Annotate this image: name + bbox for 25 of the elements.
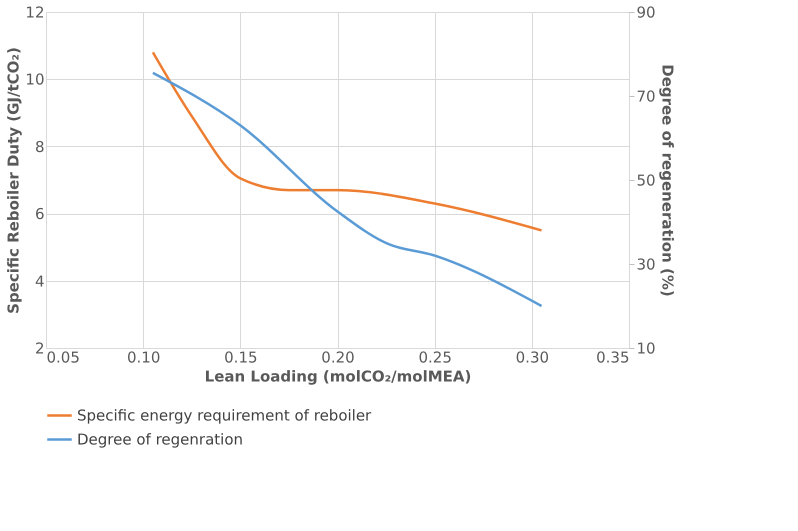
line-series xyxy=(152,51,543,232)
y2-tick-label: 90 xyxy=(636,4,656,22)
y-tick-label: 6 xyxy=(34,205,44,224)
line-series xyxy=(152,72,543,308)
x-tick-label: 0.30 xyxy=(516,348,550,366)
x-tick-label: 0.15 xyxy=(224,348,258,366)
x-axis-title: Lean Loading (molCO₂/molMEA) xyxy=(204,368,472,386)
legend-label: Specific energy requirement of reboiler xyxy=(77,406,372,424)
y2-tick-label: 70 xyxy=(636,88,656,106)
y-tick-label: 4 xyxy=(34,272,44,290)
y-tick-label: 10 xyxy=(25,70,44,89)
y2-tick-label: 50 xyxy=(636,172,656,190)
y2-tick-label: 10 xyxy=(636,340,656,358)
x-tick-label: 0.20 xyxy=(321,348,355,366)
y-tick-label: 12 xyxy=(25,4,44,22)
x-tick-label: 0.10 xyxy=(126,348,160,366)
x-tick-label: 0.25 xyxy=(418,348,452,366)
y-tick-label: 2 xyxy=(34,340,44,358)
legend-label: Degree of regenration xyxy=(77,430,244,448)
y2-axis-title: Degree of regeneration (%) xyxy=(658,64,677,297)
x-tick-label: 0.05 xyxy=(46,348,80,366)
y-axis-title: Specific Reboiler Duty (GJ/tCO₂) xyxy=(4,47,22,314)
x-tick-label: 0.35 xyxy=(596,348,630,366)
y-tick-label: 8 xyxy=(34,138,44,156)
y2-tick-label: 30 xyxy=(636,256,656,274)
